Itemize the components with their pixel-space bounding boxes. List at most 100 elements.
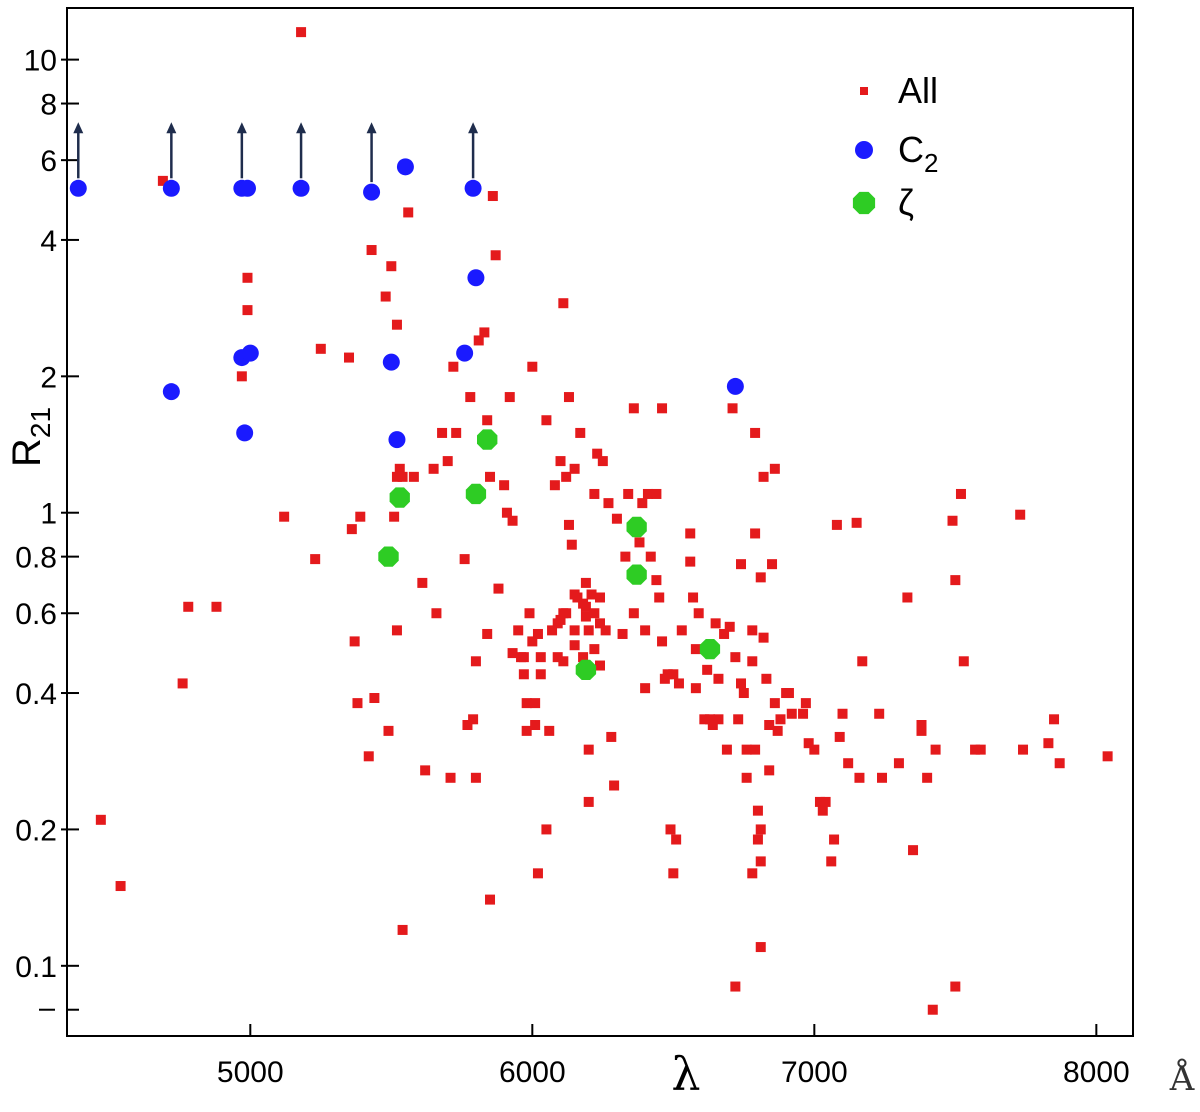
point-all [487,191,498,202]
point-all [521,698,532,709]
point-all [764,765,775,776]
point-all [403,207,414,218]
point-all [834,731,845,742]
point-all [916,720,927,731]
point-all [535,669,546,680]
point-all [747,868,758,879]
point-all [485,471,496,482]
point-all [673,678,684,689]
point-all [541,415,552,426]
point-all [242,305,253,316]
point-all [242,272,253,283]
point-all [490,250,501,261]
point-all [547,625,558,636]
point-all [521,725,532,736]
point-all [507,515,518,526]
series-zeta [378,429,721,680]
point-all [620,551,631,562]
point-all [532,628,543,639]
point-all [893,758,904,769]
legend-label-text: All [898,70,938,111]
point-all [501,507,512,518]
point-c2 [69,179,87,197]
point-all [482,628,493,639]
point-all [704,714,715,725]
point-all [366,245,377,256]
point-all [445,772,456,783]
point-all [800,698,811,709]
point-all [580,611,591,622]
point-all [736,559,747,570]
point-all [157,175,168,186]
point-c2 [162,383,180,401]
point-all [504,392,515,403]
point-all [541,824,552,835]
legend-marker-octagon [852,191,876,215]
point-all [279,511,290,522]
point-c2 [162,179,180,197]
point-all [346,524,357,535]
point-all [465,392,476,403]
point-all [530,698,541,709]
point-all [730,981,741,992]
point-all [707,720,718,731]
legend-marker-circle [855,141,873,159]
point-zeta [575,659,597,680]
point-all [437,427,448,438]
arrow-head [166,122,177,134]
point-zeta [477,429,498,450]
point-all [690,644,701,655]
point-all [733,714,744,725]
y-tick-label: 4 [40,225,57,258]
point-all [183,601,194,612]
point-all [767,559,778,570]
point-all [657,403,668,414]
point-all [115,881,126,892]
point-all [651,488,662,499]
x-tick-label: 5000 [217,1056,284,1089]
point-all [657,636,668,647]
arrow-head [73,122,84,134]
point-all [750,427,761,438]
point-all [1049,714,1060,725]
point-all [719,628,730,639]
point-all [817,805,828,816]
point-all [595,660,605,671]
point-all [769,698,780,709]
point-all [736,678,747,689]
point-all [710,618,721,629]
lower-limit-arrow [236,122,247,179]
point-all [688,592,699,603]
point-all [803,738,814,749]
point-all [462,720,473,731]
point-all [470,772,481,783]
point-all [922,772,933,783]
point-c2 [456,344,474,362]
point-all [854,772,865,783]
point-all [563,519,574,530]
point-zeta [465,483,487,505]
point-all [236,371,247,382]
point-all [609,780,620,791]
point-all [586,589,597,600]
point-all [380,291,391,302]
point-all [355,511,366,522]
point-all [468,714,479,725]
y-tick-label: 0.2 [15,814,57,847]
point-all [628,403,639,414]
point-all [583,625,594,636]
point-all [518,652,529,663]
point-all [755,824,766,835]
point-all [600,625,611,636]
point-all [950,575,961,586]
point-all [448,361,459,372]
point-all [459,554,470,565]
legend-item: C2 [855,129,938,178]
point-all [296,27,307,38]
point-c2 [236,424,254,442]
point-all [975,744,986,755]
point-all [569,640,580,651]
point-all [575,427,586,438]
point-all [589,488,600,499]
point-all [349,636,360,647]
